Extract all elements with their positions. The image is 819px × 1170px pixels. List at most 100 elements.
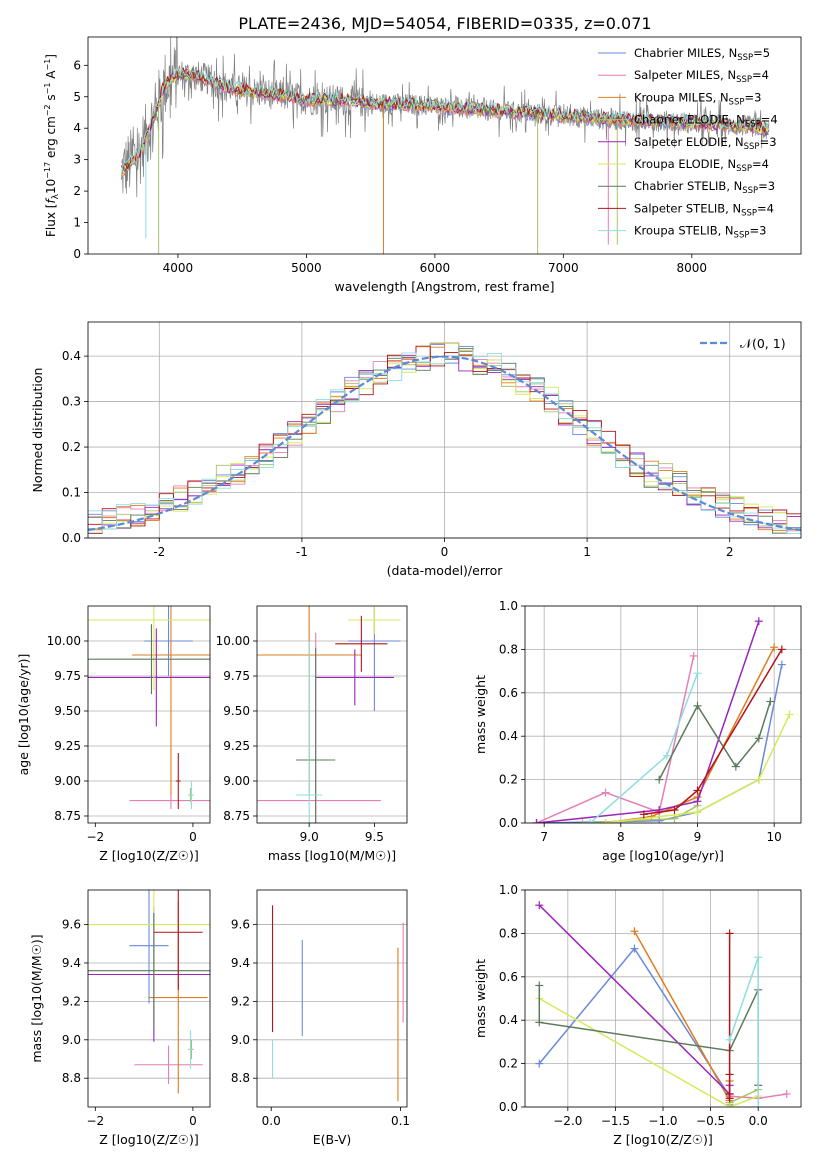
y-tick-label: 0.8 [499,926,518,940]
legend-label-eq: =4 [757,201,774,215]
y-tick-label: 9.2 [62,994,81,1008]
x-tick-label: 7000 [548,261,579,275]
x-axis-label: (data-model)/error [387,563,504,578]
weight-line-1 [536,655,695,823]
y-tick-label: 10.00 [216,634,250,648]
age-vs-mass-plot [257,606,401,823]
legend-label-main: Kroupa ELODIE, N [634,157,736,171]
legend-label-main: Salpeter MILES, N [634,68,736,82]
weight-vs-Z-plot [535,901,791,1107]
y-tick-label: 9.00 [223,774,250,788]
legend-label-sub: SSP [736,164,752,174]
legend-label-main: Chabrier ELODIE, N [634,113,745,127]
legend-label-sub: SSP [742,186,758,196]
y-tick-label: 6 [73,58,81,72]
axes-frame [256,889,408,1108]
x-axis-label: E(B-V) [313,1132,352,1147]
mass-vs-Z-axes: −2 0 8.8 9.0 9.2 9.4 9.6 mass [log10(M/M☉)] Z [l… [29,889,211,1147]
y-tick-label: 0.0 [62,531,81,545]
x-tick-label: 10 [767,830,782,844]
x-tick-label: 6000 [420,261,451,275]
weight-line-5 [605,714,791,823]
axes-frame [87,36,802,255]
x-tick-label: 9.5 [365,830,384,844]
y-tick-label: 0.4 [499,729,518,743]
y-axis-label: Normed distribution [30,368,45,493]
y-tick-label: 8.8 [62,1071,81,1085]
axes-frame [256,605,408,824]
age-vs-Z-plot [88,606,210,809]
age-vs-Z-axes: −2 0 8.75 9.00 9.25 9.50 9.75 10.00 age [log10(a… [16,605,211,863]
axes-frame [524,889,802,1108]
y-label-part: f [44,198,58,204]
legend-label-eq: =3 [760,135,777,149]
y-tick-label: 9.25 [223,739,250,753]
axes-frame [87,889,211,1108]
y-tick-label: 9.50 [223,704,250,718]
x-tick-label: 0 [441,545,449,559]
y-tick-label: 5 [73,90,81,104]
legend-label: Salpeter STELIB, NSSP=4 [634,201,774,218]
x-axis-label: age [log10(age/yr)] [602,848,724,863]
y-tick-label: 1.0 [499,599,518,613]
legend-label-eq: =5 [753,46,770,60]
x-tick-label: −0.5 [696,1114,725,1128]
y-axis-label: mass weight [473,675,488,754]
x-tick-label: -1 [296,545,308,559]
x-tick-label: 9.0 [300,830,319,844]
y-tick-label: 0.2 [499,1057,518,1071]
axes-frame [87,321,802,539]
mass-vs-Z-plot [88,890,210,1094]
y-label-part: −17 [43,162,52,179]
y-tick-label: 0.4 [62,349,81,363]
residuals-plot [88,342,801,534]
y-tick-label: 10.00 [47,634,81,648]
x-tick-label: −2.0 [553,1114,582,1128]
y-tick-label: 0.6 [499,686,518,700]
y-tick-label: 0.0 [499,816,518,830]
legend-label: Chabrier ELODIE, NSSP=4 [634,113,778,130]
y-tick-label: 8.8 [231,1071,250,1085]
y-label-part: erg cm [44,116,58,162]
legend-label-eq: =4 [752,68,769,82]
y-tick-label: 1.0 [499,883,518,897]
y-tick-label: 9.50 [54,704,81,718]
x-axis-label: Z [log10(Z/Z☉)] [99,848,199,863]
legend-label-sub: SSP [745,120,761,130]
legend-label: Chabrier STELIB, NSSP=3 [634,179,775,196]
y-label-part: ] [44,54,58,59]
weight-vs-Z-axes: −2.0 −1.5 −1.0 −0.5 0.0 0.0 0.2 0.4 0.6 0.8 1.0 mas… [473,883,802,1147]
y-axis-label: mass weight [473,959,488,1038]
y-tick-label: 9.00 [54,774,81,788]
legend-label-sub: SSP [744,142,760,152]
y-tick-label: 9.2 [231,994,250,1008]
y-tick-label: 0.4 [499,1013,518,1027]
x-tick-label: 1 [583,545,591,559]
weight-line-5 [538,997,759,1107]
y-label-part: λ [51,193,61,199]
y-label-part: s [44,94,58,104]
y-label-part: −1 [43,59,52,71]
x-tick-label: −1.0 [648,1114,677,1128]
y-tick-label: 9.25 [54,739,81,753]
y-tick-label: 4 [73,121,81,135]
x-tick-label: 0.0 [749,1114,768,1128]
y-label-part: A [44,70,58,83]
y-tick-label: 0.0 [499,1100,518,1114]
axes-frame [87,605,211,824]
legend-label: Salpeter MILES, NSSP=4 [634,68,769,85]
x-tick-label: 8000 [677,261,708,275]
y-label-part: −1 [43,83,52,95]
weight-vs-age-plot [532,617,794,823]
y-tick-label: 0.6 [499,970,518,984]
mass-vs-EBV-axes: 0.0 0.1 8.8 9.0 9.2 9.4 9.6 E(B-V) [231,889,410,1147]
axes-frame [524,605,802,824]
y-tick-label: 0.2 [62,440,81,454]
legend-label: Kroupa STELIB, NSSP=3 [634,224,766,241]
model-line-8 [120,66,770,175]
y-label-part: Flux [ [44,204,58,237]
x-axis-label: wavelength [Angstrom, rest frame] [334,279,554,294]
spectrum-axes: 4000 5000 6000 7000 8000 0 1 2 3 4 5 6 wavelength [A… [43,36,802,294]
